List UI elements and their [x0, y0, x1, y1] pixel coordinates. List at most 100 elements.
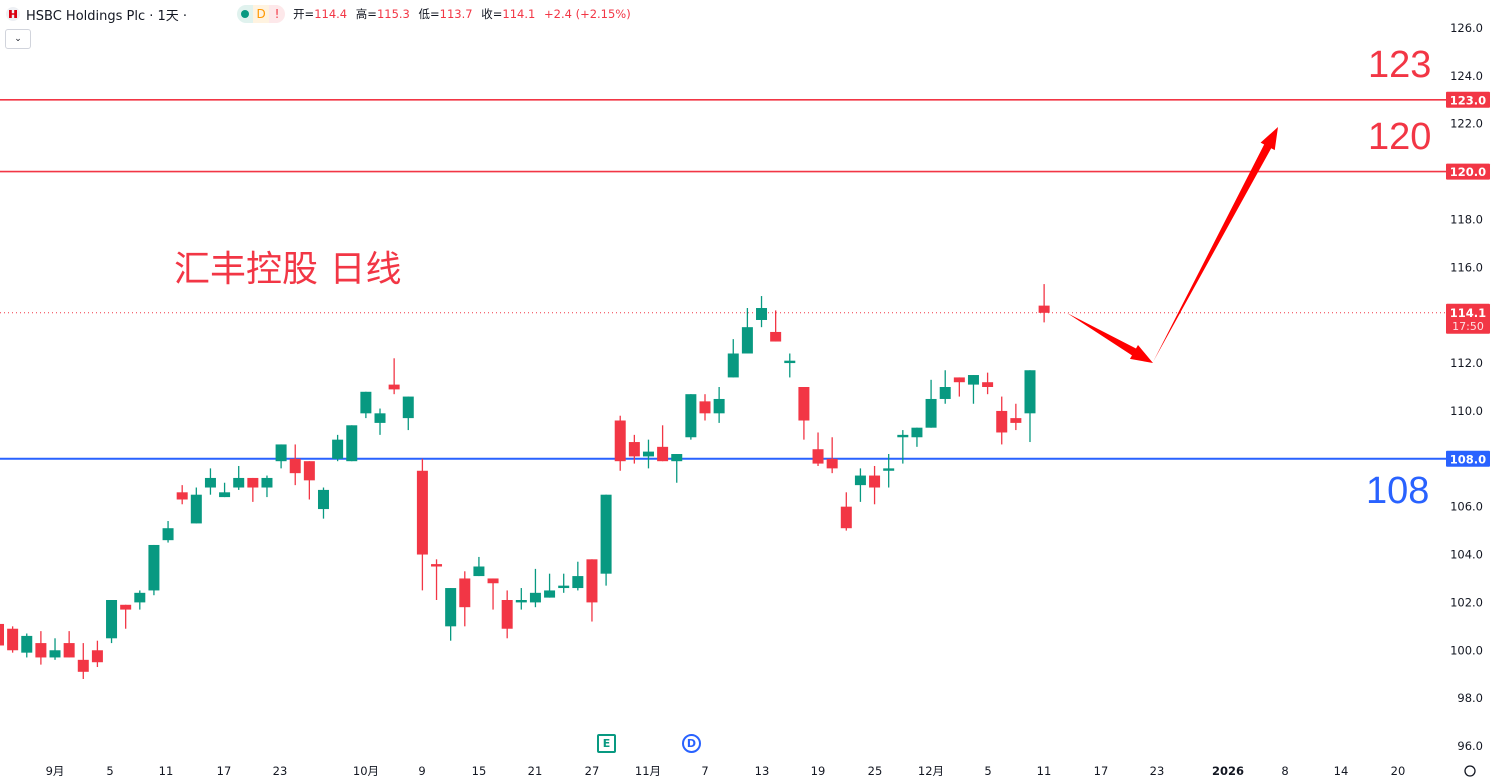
candle-body: [120, 604, 132, 610]
candle-body: [346, 425, 358, 462]
candle: [106, 600, 118, 644]
candle-body: [812, 449, 824, 464]
last-price-tag: [1446, 303, 1490, 334]
status-pills[interactable]: D !: [237, 5, 286, 23]
candle: [713, 387, 725, 423]
candle: [544, 573, 556, 598]
earnings-marker[interactable]: E: [597, 734, 616, 753]
symbol-title[interactable]: HSBC Holdings Plc · 1天 ·: [26, 8, 188, 24]
x-tick-label: 14: [1334, 764, 1349, 778]
candle-body: [784, 360, 796, 364]
y-tick-label: 122.0: [1450, 117, 1483, 131]
candle: [176, 485, 188, 505]
chart-note-text[interactable]: 汇丰控股 日线: [174, 249, 402, 290]
candle: [657, 425, 669, 462]
down-arrow-drawing[interactable]: [1067, 313, 1153, 363]
candle-body: [967, 375, 979, 385]
y-tick-label: 116.0: [1450, 260, 1483, 274]
candle: [826, 437, 838, 474]
candle: [0, 623, 4, 646]
warning-icon[interactable]: !: [269, 5, 286, 23]
candle-body: [0, 623, 4, 646]
x-tick-label: 20: [1391, 764, 1406, 778]
candle: [529, 568, 541, 608]
candle: [247, 477, 259, 502]
candle: [600, 494, 612, 586]
candle: [812, 432, 824, 466]
x-tick-label: 7: [701, 764, 708, 778]
candle-body: [996, 410, 1008, 433]
candle-body: [1038, 305, 1050, 313]
candle-body: [939, 387, 951, 399]
y-tick-label: 104.0: [1450, 548, 1483, 562]
candle: [233, 465, 245, 490]
candle-body: [303, 461, 315, 481]
x-tick-label: 23: [1150, 764, 1165, 778]
high-value: 115.3: [376, 7, 410, 21]
price-tag: [1446, 450, 1490, 467]
x-tick-label: 17: [1094, 764, 1109, 778]
level-120-label[interactable]: 120: [1368, 116, 1432, 158]
settings-gear-icon[interactable]: [1464, 765, 1476, 777]
candle: [445, 588, 457, 641]
candle-body: [685, 394, 697, 438]
x-tick-label: 5: [106, 764, 113, 778]
delayed-data-icon[interactable]: D: [253, 5, 270, 23]
candle: [303, 461, 315, 500]
x-tick-label: 21: [528, 764, 543, 778]
price-tag-label: 120.0: [1450, 165, 1486, 179]
y-tick-label: 96.0: [1457, 739, 1483, 753]
collapse-legend-button[interactable]: ⌄: [5, 29, 31, 49]
y-tick-label: 110.0: [1450, 404, 1483, 418]
candle: [699, 394, 711, 421]
candle-body: [7, 628, 19, 651]
candle-body: [473, 566, 485, 577]
dividend-marker[interactable]: D: [682, 734, 701, 753]
legend-header: HSBC Holdings Plc · 1天 · D ! 开=114.4 高=1…: [6, 4, 636, 24]
x-tick-label: 11月: [635, 764, 661, 778]
candle: [967, 375, 979, 404]
candle-body: [883, 468, 895, 471]
candle: [360, 391, 372, 419]
candle: [854, 468, 866, 502]
candle: [120, 604, 132, 629]
x-tick-label: 23: [273, 764, 288, 778]
market-open-dot-icon[interactable]: [237, 5, 254, 23]
level-123-label[interactable]: 123: [1368, 44, 1432, 86]
candle: [614, 415, 626, 471]
candle-body: [190, 494, 202, 524]
x-tick-label: 2026: [1212, 764, 1244, 778]
candle-body: [176, 492, 188, 500]
candle-body: [798, 387, 810, 421]
candle-body: [911, 427, 923, 438]
y-tick-label: 98.0: [1457, 691, 1483, 705]
x-tick-label: 12月: [918, 764, 944, 778]
x-tick-label: 11: [159, 764, 174, 778]
candle: [572, 561, 584, 591]
candle: [911, 427, 923, 447]
candle: [1024, 370, 1036, 443]
candle-body: [727, 353, 739, 378]
candle-body: [63, 643, 75, 658]
candle: [402, 396, 414, 431]
candle-body: [558, 585, 570, 589]
candle: [459, 571, 471, 627]
candle-body: [77, 659, 89, 672]
x-tick-label: 10月: [353, 764, 379, 778]
low-label: 低=: [418, 7, 440, 21]
up-arrow-drawing[interactable]: [1153, 127, 1278, 362]
candle: [289, 444, 301, 486]
candle: [515, 588, 527, 610]
price-tag-label: 123.0: [1450, 93, 1486, 107]
candle-body: [21, 635, 33, 653]
level-108-label[interactable]: 108: [1366, 470, 1430, 512]
candle-body: [657, 446, 669, 462]
candle: [91, 640, 103, 668]
x-tick-label: 9月: [46, 764, 65, 778]
candle-body: [134, 592, 146, 603]
y-tick-label: 102.0: [1450, 595, 1483, 609]
x-tick-label: 27: [585, 764, 600, 778]
candle: [770, 310, 782, 342]
candle: [671, 454, 683, 483]
